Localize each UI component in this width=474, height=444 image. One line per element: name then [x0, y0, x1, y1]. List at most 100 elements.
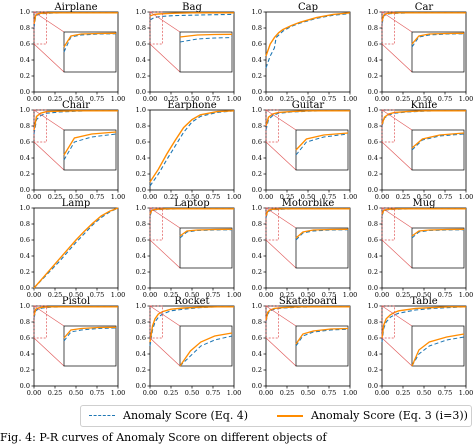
- inset-frame-car: [411, 31, 465, 73]
- x-tick-label-motorbike: 0.50: [301, 291, 315, 299]
- series-line-eq4-earphone: [149, 110, 235, 187]
- inset-line-eq3-pistol: [63, 326, 117, 339]
- x-tick-label-earphone: 1.00: [227, 193, 241, 201]
- inset-frame-knife: [411, 129, 465, 171]
- zoom-connector-pistol: [33, 305, 65, 327]
- x-tick-label-mug: 0.50: [417, 291, 431, 299]
- x-tick-label-lamp: 1.00: [111, 291, 125, 299]
- chart-lamp: Lamp 0.00 0.25 0.50 0.75 1.00 0.0 0.2 0.4 0.6 0.8 1…: [20, 198, 126, 299]
- legend-label-eq4: Anomaly Score (Eq. 4): [123, 409, 249, 422]
- x-tick-label-mug: 0.75: [438, 291, 452, 299]
- y-tick-label-table: 0.4: [368, 350, 378, 358]
- y-tick-label-cap: 0.4: [252, 56, 262, 64]
- y-tick-label-earphone: 0.4: [136, 154, 146, 162]
- x-tick-label-chair: 1.00: [111, 193, 125, 201]
- inset-frame-rocket: [179, 325, 233, 367]
- chart-table: Table 0.00 0.25 0.50 0.75 1.00 0.0 0.2 0.4 0.6 0.8…: [368, 296, 474, 397]
- y-tick-label-bag: 0.0: [136, 88, 146, 96]
- y-tick-label-car: 0.0: [368, 88, 378, 96]
- inset-line-eq3-knife: [411, 132, 465, 149]
- zoom-connector-skateboard: [265, 337, 297, 367]
- series-line-eq4-bag: [149, 13, 235, 21]
- inset-line-eq3-mug: [411, 228, 465, 237]
- chart-car: Car 0.00 0.25 0.50 0.75 1.00 0.0 0.2 0.4 0.6 0.8 1.…: [368, 2, 474, 103]
- inset-frame-guitar: [295, 129, 349, 171]
- inset-frame-chair: [63, 129, 117, 171]
- series-line-eq4-rocket: [149, 306, 234, 347]
- x-tick-label-car: 0.25: [396, 95, 410, 103]
- zoom-connector-chair: [33, 109, 65, 131]
- zoom-region-bag: [149, 11, 163, 45]
- x-tick-label-airplane: 0.00: [27, 95, 41, 103]
- chart-title-chair: Chair: [62, 100, 90, 111]
- y-tick-label-earphone: 0.8: [136, 122, 146, 130]
- series-line-eq4-table: [381, 306, 467, 343]
- zoom-connector-rocket: [149, 337, 181, 367]
- series-line-eq3-chair: [33, 110, 118, 131]
- y-tick-label-skateboard: 0.0: [252, 382, 262, 390]
- dashed-line-swatch-icon: [89, 415, 115, 416]
- zoom-connector-laptop: [149, 207, 181, 229]
- x-tick-label-earphone: 0.50: [185, 193, 199, 201]
- x-tick-label-chair: 0.50: [69, 193, 83, 201]
- inset-line-eq4-chair: [63, 133, 117, 161]
- chart-rocket: Rocket 0.00 0.25 0.50 0.75 1.00 0.0 0.2 0.4 0.6 0.…: [136, 296, 242, 397]
- x-tick-label-rocket: 0.25: [164, 389, 178, 397]
- y-tick-label-guitar: 0.0: [252, 186, 262, 194]
- inset-line-eq4-rocket: [179, 335, 233, 367]
- chart-title-lamp: Lamp: [62, 198, 91, 209]
- y-tick-label-skateboard: 1.0: [252, 302, 262, 310]
- x-tick-label-guitar: 0.25: [280, 193, 294, 201]
- series-line-eq3-knife: [381, 110, 466, 125]
- series-line-eq4-lamp: [33, 207, 119, 289]
- axes-frame-cap: [265, 11, 351, 93]
- y-tick-label-earphone: 1.0: [136, 106, 146, 114]
- x-tick-label-mug: 0.00: [375, 291, 389, 299]
- x-tick-label-car: 1.00: [459, 95, 473, 103]
- inset-line-eq4-airplane: [63, 33, 117, 53]
- series-line-eq3-bag: [149, 12, 234, 17]
- inset-line-eq4-skateboard: [295, 328, 349, 347]
- y-tick-label-cap: 0.2: [252, 72, 262, 80]
- y-tick-label-motorbike: 0.2: [252, 268, 262, 276]
- y-tick-label-airplane: 0.2: [20, 72, 30, 80]
- y-tick-label-motorbike: 1.0: [252, 204, 262, 212]
- y-tick-label-lamp: 0.8: [20, 220, 30, 228]
- zoom-connector-laptop: [149, 239, 181, 269]
- chart-title-skateboard: Skateboard: [279, 296, 338, 307]
- series-line-eq3-guitar: [265, 110, 350, 127]
- x-tick-label-lamp: 0.25: [48, 291, 62, 299]
- y-tick-label-table: 1.0: [368, 302, 378, 310]
- x-tick-label-skateboard: 1.00: [343, 389, 357, 397]
- y-tick-label-laptop: 0.2: [136, 268, 146, 276]
- y-tick-label-skateboard: 0.6: [252, 334, 262, 342]
- x-tick-label-laptop: 1.00: [227, 291, 241, 299]
- x-tick-label-motorbike: 0.00: [259, 291, 273, 299]
- x-tick-label-earphone: 0.25: [164, 193, 178, 201]
- chart-mug: Mug 0.00 0.25 0.50 0.75 1.00 0.0 0.2 0.4 0.6 0.8 1.…: [368, 198, 474, 299]
- zoom-connector-car: [381, 43, 413, 73]
- y-tick-label-lamp: 1.0: [20, 204, 30, 212]
- x-tick-label-car: 0.75: [438, 95, 452, 103]
- series-line-eq3-rocket: [149, 306, 234, 343]
- y-tick-label-cap: 0.0: [252, 88, 262, 96]
- y-tick-label-pistol: 0.4: [20, 350, 30, 358]
- x-tick-label-rocket: 1.00: [227, 389, 241, 397]
- y-tick-label-guitar: 0.8: [252, 122, 262, 130]
- inset-line-eq4-motorbike: [295, 229, 349, 241]
- chart-chair: Chair 0.00 0.25 0.50 0.75 1.00 0.0 0.2 0.4 0.6 0.8…: [20, 100, 126, 201]
- zoom-connector-mug: [381, 239, 413, 269]
- x-tick-label-cap: 1.00: [343, 95, 357, 103]
- zoom-connector-skateboard: [265, 305, 297, 327]
- zoom-connector-airplane: [33, 43, 65, 73]
- y-tick-label-laptop: 0.6: [136, 236, 146, 244]
- y-tick-label-mug: 0.4: [368, 252, 378, 260]
- x-tick-label-skateboard: 0.25: [280, 389, 294, 397]
- x-tick-label-knife: 0.25: [396, 193, 410, 201]
- x-tick-label-table: 0.75: [438, 389, 452, 397]
- y-tick-label-rocket: 0.2: [136, 366, 146, 374]
- chart-title-mug: Mug: [412, 198, 436, 209]
- y-tick-label-laptop: 0.4: [136, 252, 146, 260]
- x-tick-label-guitar: 0.00: [259, 193, 273, 201]
- chart-skateboard: Skateboard 0.00 0.25 0.50 0.75 1.00 0.0 0.2 0.4 0…: [252, 296, 358, 397]
